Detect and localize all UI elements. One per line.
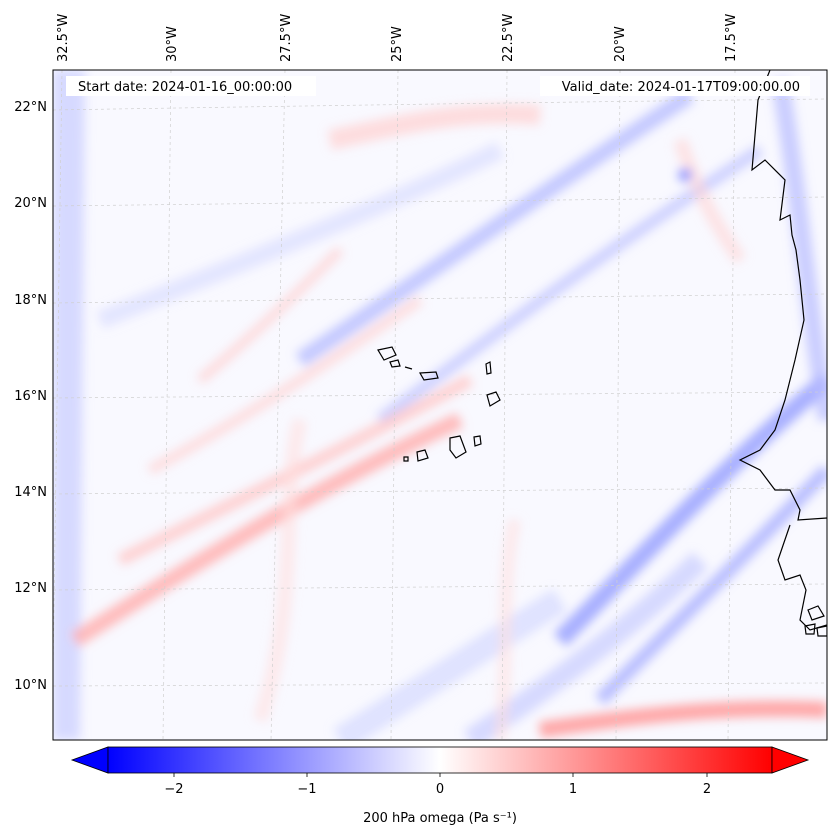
island-santiago [449, 435, 467, 459]
lat-label-22n: 22°N [14, 100, 47, 115]
lon-label-22-5w: 22.5°W [501, 14, 516, 62]
lat-label-14n: 14°N [14, 485, 47, 500]
bissagos-islands [804, 605, 827, 637]
valid-date-box [540, 76, 810, 96]
island-fogo [416, 449, 429, 462]
lon-label-25w: 25°W [390, 26, 405, 62]
valid-date-label: Valid_date: 2024-01-17T09:00:00.00 [562, 80, 800, 95]
lon-label-32-5w: 32.5°W [56, 14, 71, 62]
start-date-box [66, 76, 316, 96]
lat-label-18n: 18°N [14, 293, 47, 308]
lon-label-27-5w: 27.5°W [279, 14, 294, 62]
colorbar: −2 −1 0 1 2 200 hPa omega (Pa s⁻¹) [70, 746, 810, 826]
colorbar-label: 200 hPa omega (Pa s⁻¹) [363, 811, 517, 826]
island-sao-vicente [389, 359, 401, 368]
lon-label-20w: 20°W [613, 26, 628, 62]
colorbar-tick-neg1: −1 [297, 782, 316, 797]
island-brava [403, 456, 409, 462]
lon-label-30w: 30°W [165, 26, 180, 62]
colorbar-extend-min [70, 746, 109, 774]
island-sal [485, 361, 492, 375]
map-panel: Start date: 2024-01-16_00:00:00 Valid_da… [52, 69, 828, 741]
lat-label-16n: 16°N [14, 389, 47, 404]
colorbar-tick-0: 0 [436, 782, 444, 797]
longitude-labels: 32.5°W 30°W 27.5°W 25°W 22.5°W 20°W 17.5… [56, 14, 739, 62]
colorbar-extend-max [771, 746, 810, 774]
lat-label-20n: 20°N [14, 196, 47, 211]
start-date-label: Start date: 2024-01-16_00:00:00 [78, 80, 292, 95]
map-frame [52, 69, 828, 741]
island-sao-nicolau [404, 366, 439, 381]
lon-label-17-5w: 17.5°W [724, 14, 739, 62]
coastline [377, 70, 827, 637]
colorbar-tick-1: 1 [569, 782, 577, 797]
island-maio [473, 435, 482, 447]
lat-label-12n: 12°N [14, 581, 47, 596]
colorbar-gradient [107, 746, 773, 774]
colorbar-tick-2: 2 [703, 782, 711, 797]
latitude-labels: 22°N 20°N 18°N 16°N 14°N 12°N 10°N [14, 100, 47, 693]
colorbar-ticks [173, 773, 708, 777]
lat-label-10n: 10°N [14, 678, 47, 693]
graticule [53, 70, 827, 740]
island-boa-vista [486, 391, 501, 407]
colorbar-tick-neg2: −2 [164, 782, 183, 797]
africa-coastline [738, 70, 827, 631]
omega-field [53, 70, 827, 740]
island-santo-antao [377, 346, 397, 361]
